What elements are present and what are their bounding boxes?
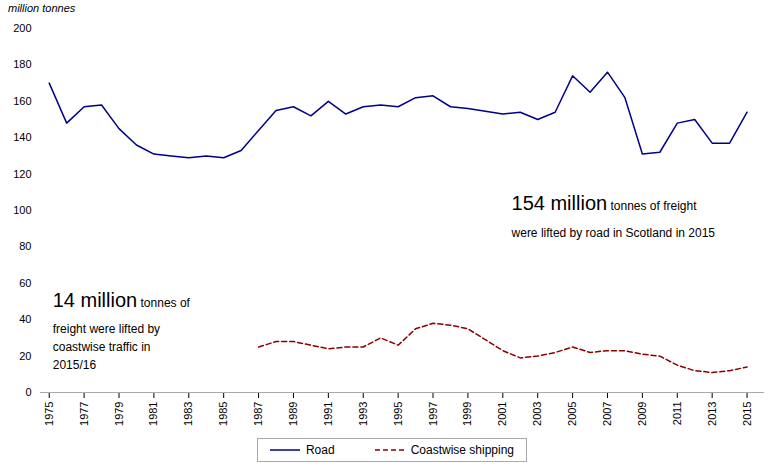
svg-text:were lifted by road in Scotlan: were lifted by road in Scotland in 2015 bbox=[511, 226, 716, 240]
svg-text:80: 80 bbox=[19, 240, 31, 252]
svg-text:154 million: 154 million bbox=[512, 192, 608, 214]
svg-text:freight were lifted bycoastwis: freight were lifted bycoastwise traffic … bbox=[53, 322, 160, 372]
svg-text:100: 100 bbox=[13, 204, 31, 216]
svg-text:200: 200 bbox=[13, 22, 31, 34]
svg-text:160: 160 bbox=[13, 95, 31, 107]
svg-text:2001: 2001 bbox=[496, 402, 508, 426]
svg-text:1993: 1993 bbox=[357, 402, 369, 426]
svg-text:14 million: 14 million bbox=[53, 289, 137, 311]
svg-text:2015: 2015 bbox=[741, 402, 753, 426]
svg-text:40: 40 bbox=[19, 313, 31, 325]
svg-text:1975: 1975 bbox=[43, 402, 55, 426]
svg-text:tonnes of freight: tonnes of freight bbox=[610, 199, 697, 213]
svg-text:2007: 2007 bbox=[601, 402, 613, 426]
svg-text:2013: 2013 bbox=[706, 402, 718, 426]
svg-text:2009: 2009 bbox=[636, 402, 648, 426]
svg-text:1991: 1991 bbox=[322, 402, 334, 426]
svg-text:2005: 2005 bbox=[566, 402, 578, 426]
svg-text:2003: 2003 bbox=[531, 402, 543, 426]
html-text:Coastwise shipping: Coastwise shipping bbox=[410, 443, 514, 457]
svg-text:1977: 1977 bbox=[78, 402, 90, 426]
svg-text:0: 0 bbox=[25, 386, 31, 398]
svg-text:1985: 1985 bbox=[217, 402, 229, 426]
svg-text:60: 60 bbox=[19, 277, 31, 289]
svg-text:1989: 1989 bbox=[287, 402, 299, 426]
svg-text:180: 180 bbox=[13, 58, 31, 70]
svg-text:1981: 1981 bbox=[147, 402, 159, 426]
svg-text:1997: 1997 bbox=[427, 402, 439, 426]
svg-text:120: 120 bbox=[13, 168, 31, 180]
html-text:million tonnes: million tonnes bbox=[8, 2, 76, 14]
svg-text:2011: 2011 bbox=[671, 402, 683, 426]
svg-text:1983: 1983 bbox=[182, 402, 194, 426]
svg-text:1995: 1995 bbox=[392, 402, 404, 426]
svg-text:20: 20 bbox=[19, 350, 31, 362]
svg-text:140: 140 bbox=[13, 131, 31, 143]
svg-text:1999: 1999 bbox=[461, 402, 473, 426]
svg-text:1979: 1979 bbox=[113, 402, 125, 426]
html-text:Road: Road bbox=[306, 443, 335, 457]
svg-text:1987: 1987 bbox=[252, 402, 264, 426]
svg-text:tonnes of: tonnes of bbox=[141, 296, 191, 310]
